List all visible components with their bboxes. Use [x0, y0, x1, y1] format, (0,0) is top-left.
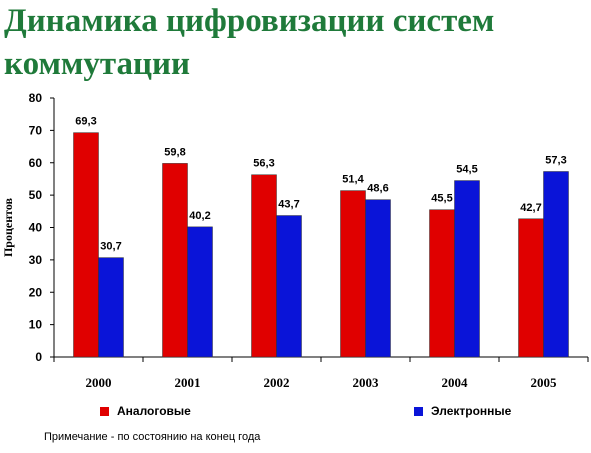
bar-electronic-2005 — [543, 171, 569, 358]
legend-item-analog: Аналоговые — [100, 403, 191, 419]
bar-electronic-2002 — [276, 215, 302, 358]
legend-item-electronic: Электронные — [414, 403, 511, 419]
data-label-analog-2005: 42,7 — [520, 202, 541, 214]
bar-analog-2002 — [251, 174, 277, 358]
data-label-electronic-2001: 40,2 — [189, 210, 210, 222]
y-axis-label: Процентов — [1, 197, 15, 257]
bar-electronic-2003 — [365, 199, 391, 358]
footnote: Примечание - по состоянию на конец года — [44, 431, 261, 443]
data-label-analog-2001: 59,8 — [164, 146, 185, 158]
legend-swatch-analog — [100, 406, 109, 416]
data-label-electronic-2003: 48,6 — [367, 183, 388, 195]
bar-analog-2000 — [73, 132, 99, 358]
bar-analog-2001 — [162, 163, 188, 358]
bar-analog-2005 — [518, 218, 544, 358]
page-title: Динамика цифровизации систем коммутации — [4, 3, 495, 82]
y-tick-label: 70 — [29, 123, 43, 137]
y-tick-label: 80 — [29, 91, 43, 105]
y-tick-label: 0 — [35, 350, 42, 364]
data-label-analog-2004: 45,5 — [431, 193, 452, 205]
x-tick-label: 2001 — [175, 375, 201, 390]
y-tick-label: 20 — [29, 285, 43, 299]
data-label-analog-2003: 51,4 — [342, 174, 364, 186]
data-label-electronic-2002: 43,7 — [278, 199, 299, 211]
legend-label-analog: Аналоговые — [117, 404, 191, 418]
bar-electronic-2000 — [98, 257, 124, 358]
data-label-electronic-2004: 54,5 — [456, 164, 477, 176]
data-label-analog-2002: 56,3 — [253, 158, 274, 170]
bar-analog-2004 — [429, 209, 455, 358]
bar-analog-2003 — [340, 190, 366, 358]
legend-swatch-electronic — [414, 406, 423, 416]
y-tick-label: 50 — [29, 188, 43, 202]
y-tick-label: 10 — [29, 318, 43, 332]
x-tick-label: 2002 — [264, 375, 290, 390]
y-tick-label: 30 — [29, 253, 43, 267]
x-tick-label: 2004 — [442, 375, 469, 390]
y-tick-label: 60 — [29, 156, 43, 170]
bar-electronic-2001 — [187, 226, 213, 358]
data-label-electronic-2000: 30,7 — [100, 241, 121, 253]
x-tick-label: 2003 — [353, 375, 380, 390]
x-tick-label: 2005 — [531, 375, 558, 390]
y-tick-label: 40 — [29, 221, 43, 235]
legend-label-electronic: Электронные — [431, 404, 512, 418]
data-label-electronic-2005: 57,3 — [545, 154, 566, 166]
bar-electronic-2004 — [454, 180, 480, 358]
x-tick-label: 2000 — [86, 375, 112, 390]
data-label-analog-2000: 69,3 — [75, 116, 96, 128]
